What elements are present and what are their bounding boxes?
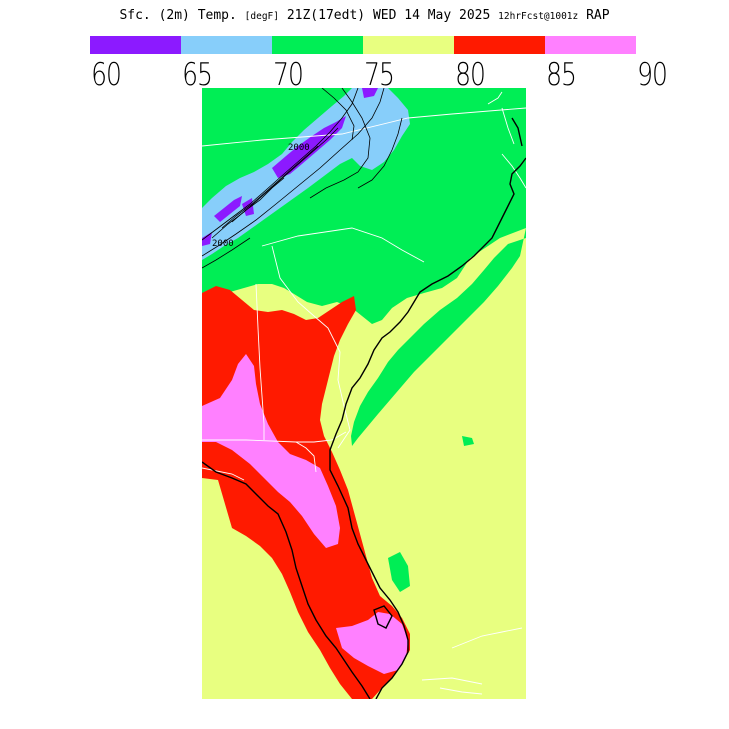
temp-region-70-75-coast: [351, 228, 526, 446]
legend-swatch-65-70: [181, 36, 272, 54]
coastline: [202, 117, 526, 699]
temp-region-60-65: [202, 232, 212, 246]
elevation-contours: [202, 88, 403, 269]
title-units: [degF]: [244, 11, 279, 22]
temp-region-65-70: [202, 88, 410, 260]
legend-tick-80: 80: [455, 56, 486, 93]
temperature-map: 2000 2000: [202, 88, 526, 699]
temp-region-70-75-patch: [388, 552, 410, 592]
legend-swatch-80-85: [454, 36, 545, 54]
temp-region-85-90: [202, 354, 340, 548]
temp-region-60-65: [272, 116, 346, 178]
legend-tick-70: 70: [273, 56, 304, 93]
temp-region-60-65: [362, 88, 378, 98]
legend-tick-85: 85: [546, 56, 577, 93]
contour-label: 2000: [212, 239, 234, 249]
temp-region-70-75-patch: [462, 436, 474, 446]
title-model: RAP: [586, 8, 610, 23]
color-legend-bar: [90, 36, 636, 54]
title-valid-date: WED 14 May 2025: [372, 8, 491, 23]
legend-tick-60: 60: [91, 56, 122, 93]
legend-tick-75: 75: [364, 56, 395, 93]
title-valid-time: 21Z(17edt): [286, 8, 366, 23]
legend-swatch-60-65: [90, 36, 181, 54]
legend-tick-labels: 60 65 70 75 80 85 90: [0, 56, 729, 92]
temp-region-60-65: [214, 196, 242, 222]
legend-swatch-75-80: [363, 36, 454, 54]
title-main: Sfc. (2m) Temp.: [119, 8, 237, 23]
legend-tick-65: 65: [182, 56, 213, 93]
temp-region-70-75-patch: [360, 232, 390, 251]
legend-swatch-70-75: [272, 36, 363, 54]
title-forecast-info: 12hrFcst@1001z: [498, 11, 579, 22]
temp-region-85-90: [336, 612, 408, 674]
temp-region-70-75-north: [202, 88, 526, 324]
legend-tick-90: 90: [637, 56, 668, 93]
legend-swatch-85-90: [545, 36, 636, 54]
chart-title: Sfc. (2m) Temp. [degF] 21Z(17edt) WED 14…: [0, 8, 729, 23]
contour-label: 2000: [288, 143, 310, 153]
temp-region-70-75-patch: [302, 230, 312, 238]
